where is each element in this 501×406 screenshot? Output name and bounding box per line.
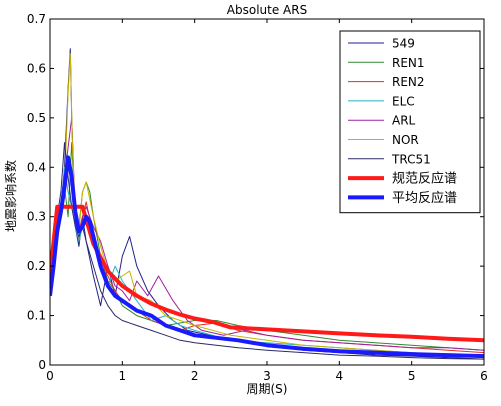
x-tick-label: 3 <box>263 369 271 383</box>
legend-box <box>339 30 481 214</box>
legend-label: ELC <box>392 94 415 108</box>
legend-label: 规范反应谱 <box>392 171 457 187</box>
y-tick-label: 0.1 <box>27 309 46 323</box>
legend-label: 549 <box>392 37 415 51</box>
series-line-8 <box>50 155 484 359</box>
legend-label: REN2 <box>392 75 425 89</box>
x-tick-label: 4 <box>336 369 344 383</box>
y-tick-label: 0.7 <box>27 12 46 26</box>
legend-label: TRC51 <box>391 152 431 166</box>
y-axis-label: 地震影响系数 <box>3 160 18 232</box>
legend-label: NOR <box>392 133 419 147</box>
y-tick-label: 0.5 <box>27 111 46 125</box>
series-line-4 <box>50 117 484 351</box>
x-axis-label: 周期(S) <box>247 382 288 396</box>
y-tick-label: 0.3 <box>27 210 46 224</box>
legend-label: 平均反应谱 <box>392 190 457 206</box>
y-tick-label: 0.6 <box>27 61 46 75</box>
y-tick-label: 0 <box>38 358 46 372</box>
y-tick-label: 0.4 <box>27 160 46 174</box>
x-tick-label: 1 <box>119 369 127 383</box>
plot-area <box>50 48 484 360</box>
legend-label: REN1 <box>392 56 425 70</box>
y-tick-label: 0.2 <box>27 259 46 273</box>
x-tick-label: 2 <box>191 369 199 383</box>
x-tick-label: 0 <box>46 369 54 383</box>
x-tick-label: 5 <box>408 369 416 383</box>
series-line-7 <box>50 204 484 343</box>
legend-label: ARL <box>392 114 416 128</box>
x-tick-label: 6 <box>480 369 488 383</box>
axes: 0 1 2 3 4 5 6 0 0.1 0.2 0.3 0.4 0.5 0.6 0.7 <box>27 12 488 383</box>
chart-title: Absolute ARS <box>227 3 307 17</box>
